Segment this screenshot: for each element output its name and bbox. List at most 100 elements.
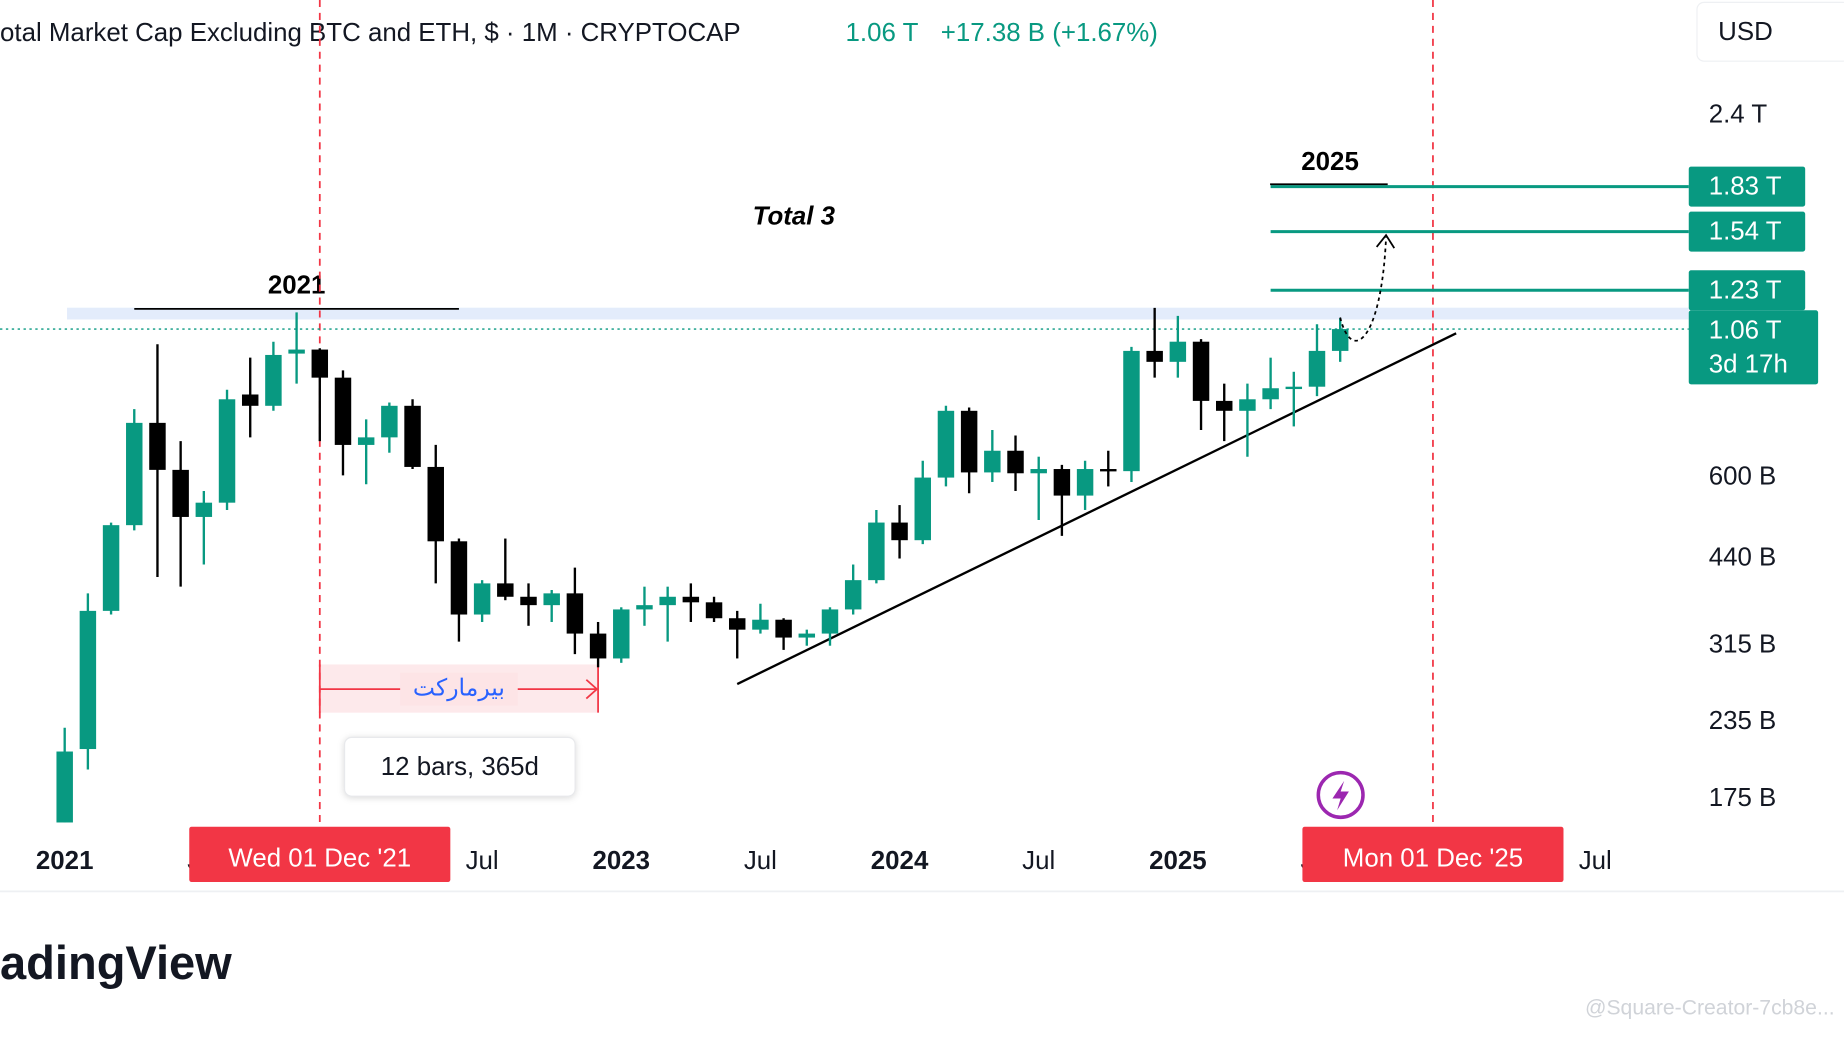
- candle: [79, 593, 97, 770]
- candle: [775, 618, 792, 650]
- candle: [172, 441, 189, 587]
- candle-body: [1308, 350, 1326, 387]
- candle-body: [1100, 469, 1117, 472]
- range-info-bg: [343, 736, 576, 797]
- x-tick-label: Jul: [1022, 847, 1055, 875]
- candle: [1239, 383, 1256, 457]
- annotation: Total 3: [753, 202, 836, 230]
- candle: [984, 430, 1001, 482]
- flash-bolt[interactable]: [1332, 780, 1349, 811]
- candle-body: [520, 596, 537, 606]
- flash-circle[interactable]: [1316, 770, 1365, 820]
- candle-body: [450, 541, 468, 615]
- trendline: [736, 332, 1457, 686]
- candle: [705, 596, 723, 622]
- y-tick-label: 440 B: [1709, 543, 1777, 571]
- x-tick-label: 2021: [36, 847, 94, 875]
- candle-body: [984, 450, 1001, 473]
- candle: [891, 505, 908, 559]
- candle-body: [288, 349, 305, 354]
- header-change: +17.38 B (+1.67%): [941, 19, 1158, 47]
- candle-body: [613, 609, 630, 659]
- candle: [960, 407, 978, 494]
- candle: [311, 348, 329, 442]
- candle: [821, 607, 839, 646]
- marker-tag: [1302, 826, 1564, 883]
- candle-body: [891, 522, 908, 541]
- candle: [218, 389, 236, 510]
- candle-body: [381, 405, 398, 438]
- candle-body: [636, 605, 653, 610]
- x-tick-label: Jul: [744, 847, 777, 875]
- candle: [1030, 456, 1047, 520]
- candle: [126, 409, 143, 531]
- candle: [404, 399, 421, 470]
- x-tick-label: 2024: [871, 847, 929, 875]
- candle-body: [659, 596, 676, 606]
- candle-body: [752, 619, 769, 630]
- level-tag: [1688, 270, 1806, 311]
- chart-title: otal Market Cap Excluding BTC and ETH, $…: [0, 19, 741, 47]
- candle-body: [265, 354, 282, 406]
- candle: [1169, 315, 1187, 378]
- candle: [427, 444, 444, 584]
- level-label: 1.54 T: [1709, 218, 1782, 246]
- level-label: 1.83 T: [1709, 173, 1782, 201]
- candle: [1007, 435, 1024, 491]
- candle: [473, 580, 491, 622]
- y-tick-label: 315 B: [1709, 631, 1777, 659]
- candle: [613, 607, 630, 663]
- candle: [868, 509, 885, 584]
- x-tick-label: 2025: [1149, 847, 1207, 875]
- flash-icon[interactable]: [1316, 770, 1365, 820]
- candle-body: [1007, 450, 1024, 474]
- candle-body: [844, 580, 862, 610]
- candle: [752, 603, 769, 634]
- candle: [589, 621, 607, 668]
- candle: [265, 341, 282, 411]
- candle: [195, 490, 213, 565]
- candle: [149, 344, 166, 577]
- candle-body: [404, 405, 421, 467]
- candle: [1262, 357, 1279, 410]
- level-tag: [1688, 211, 1806, 252]
- candle-body: [821, 609, 839, 634]
- candle: [102, 522, 120, 615]
- candle: [1331, 318, 1349, 362]
- candle-body: [334, 377, 352, 445]
- candle: [659, 586, 676, 642]
- y-tick-label: 175 B: [1709, 784, 1777, 812]
- candle-body: [1285, 386, 1303, 390]
- y-tick-label: 235 B: [1709, 707, 1777, 735]
- currency-label[interactable]: USD: [1718, 18, 1773, 46]
- plot: 2021 بیرمارکت 12 bars, 365d 2025: [0, 0, 1689, 827]
- projection-arrow: [1339, 237, 1387, 342]
- candle-body: [1146, 350, 1163, 362]
- currency-button[interactable]: [1696, 1, 1844, 62]
- resistance-label: 2021: [268, 271, 326, 299]
- countdown: 3d 17h: [1709, 350, 1788, 378]
- watermark: @Square-Creator-7cb8e...: [1585, 997, 1835, 1020]
- logo: adingView: [0, 936, 232, 989]
- candle-body: [1123, 350, 1140, 472]
- candle-body: [914, 477, 931, 541]
- candle-body: [775, 619, 792, 638]
- candle-body: [1192, 341, 1210, 401]
- candle: [1146, 307, 1163, 378]
- candle: [682, 583, 700, 622]
- candle: [450, 538, 468, 642]
- range-label-bg: [400, 672, 518, 706]
- candle: [1192, 339, 1210, 431]
- candle: [1123, 346, 1140, 482]
- candle-body: [1216, 400, 1233, 411]
- candle-body: [1169, 341, 1187, 362]
- candle: [1216, 383, 1233, 442]
- y-tick-label: 600 B: [1709, 462, 1777, 490]
- candle-body: [427, 466, 444, 542]
- last-price-label: 1.06 T: [1709, 316, 1782, 344]
- resistance-band: [67, 307, 1689, 320]
- candle-body: [543, 593, 560, 606]
- candle: [1053, 464, 1071, 536]
- header-price: 1.06 T: [846, 19, 919, 47]
